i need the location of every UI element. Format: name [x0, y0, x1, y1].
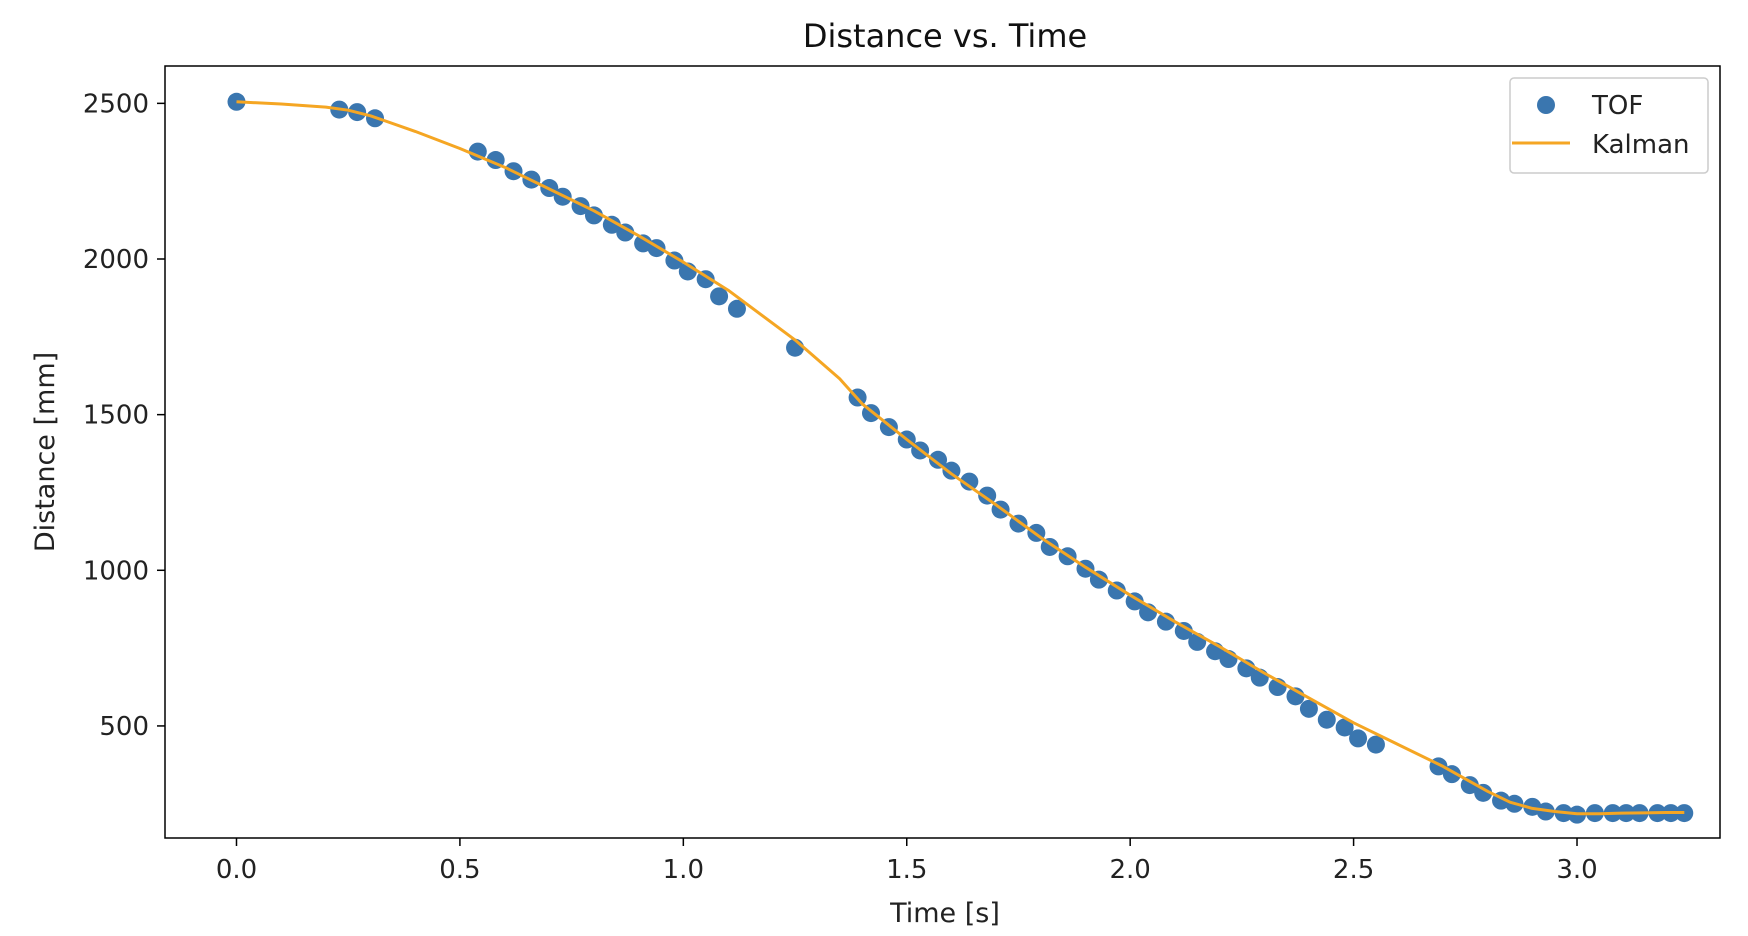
legend: TOF Kalman — [1509, 77, 1709, 174]
x-axis-ticks: 0.0 0.5 1.0 1.5 2.0 2.5 3.0 — [216, 838, 1598, 885]
x-tick-label: 0.0 — [216, 855, 257, 885]
tof-point — [468, 142, 487, 161]
legend-marker-tof — [1537, 96, 1555, 114]
y-axis-label: Distance [mm] — [30, 352, 61, 552]
legend-box — [1509, 77, 1709, 174]
y-axis-ticks: 500 1000 1500 2000 2500 — [83, 89, 165, 742]
y-tick-label: 500 — [99, 712, 149, 742]
tof-point — [1349, 729, 1368, 748]
tof-point — [960, 472, 979, 491]
tof-point — [1460, 776, 1479, 795]
y-tick-label: 2500 — [83, 89, 149, 119]
y-tick-label: 1000 — [83, 556, 149, 586]
x-tick-label: 1.0 — [663, 855, 704, 885]
y-tick-label: 2000 — [83, 245, 149, 275]
tof-point — [1125, 592, 1144, 611]
tof-point — [1040, 537, 1059, 556]
tof-point — [602, 215, 621, 234]
series-layer — [227, 92, 1694, 824]
series-tof — [227, 92, 1694, 824]
tof-point — [616, 223, 635, 242]
x-tick-label: 1.5 — [886, 855, 927, 885]
legend-label-kalman: Kalman — [1592, 130, 1690, 160]
x-axis-label: Time [s] — [889, 898, 1000, 929]
tof-point — [1366, 735, 1385, 754]
plot-frame — [164, 65, 1721, 839]
x-tick-label: 3.0 — [1556, 855, 1597, 885]
x-tick-label: 0.5 — [439, 855, 480, 885]
tof-point — [227, 92, 246, 111]
tof-point — [727, 299, 746, 318]
tof-point — [1156, 612, 1175, 631]
tof-point — [584, 206, 603, 225]
tof-point — [710, 287, 729, 306]
tof-point — [1174, 621, 1193, 640]
tof-point — [1089, 570, 1108, 589]
x-tick-label: 2.5 — [1333, 855, 1374, 885]
x-tick-label: 2.0 — [1109, 855, 1150, 885]
tof-point — [1299, 699, 1318, 718]
tof-point — [1474, 783, 1493, 802]
tof-point — [1107, 581, 1126, 600]
legend-label-tof: TOF — [1591, 91, 1643, 121]
y-tick-label: 1500 — [83, 401, 149, 431]
kalman-line — [236, 100, 1685, 816]
chart-title: Distance vs. Time — [803, 17, 1087, 55]
tof-point — [1335, 718, 1354, 737]
tof-point — [665, 251, 684, 270]
tof-point — [1317, 710, 1336, 729]
tof-point — [929, 450, 948, 469]
